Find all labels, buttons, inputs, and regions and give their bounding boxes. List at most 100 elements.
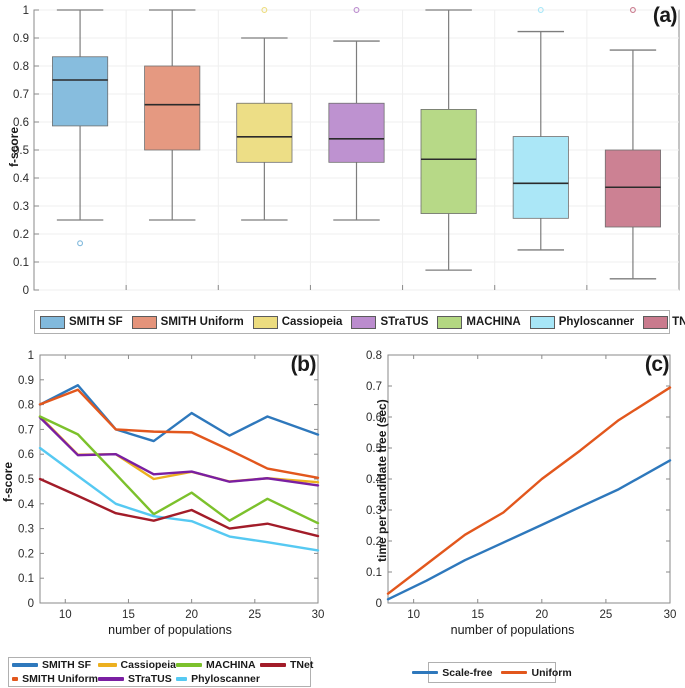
legend-item-smith-sf[interactable]: SMITH SF — [40, 315, 123, 329]
panel-a-ytick-label: 0.6 — [13, 117, 29, 129]
legend-item-label: SMITH SF — [42, 659, 91, 671]
legend-item-label: STraTUS — [380, 316, 429, 328]
outlier-marker — [629, 7, 636, 13]
panel-a-ytick-label: 0 — [23, 285, 29, 297]
boxplot-group — [512, 7, 569, 251]
legend-item-machina[interactable]: MACHINA — [176, 659, 260, 671]
series-line-stratus — [38, 416, 320, 487]
panel-a-ytick-label: 1 — [23, 5, 29, 17]
outlier-marker — [537, 7, 544, 13]
legend-swatch-icon — [351, 315, 377, 329]
legend-item-label: TNet — [672, 316, 685, 328]
panel-a-tag: (a) — [652, 4, 678, 27]
legend-swatch-icon — [529, 315, 555, 329]
legend-item-cassiopeia[interactable]: Cassiopeia — [98, 659, 176, 671]
panel-a-ylabel: f-score — [7, 127, 21, 168]
series-line-phyloscanner — [38, 446, 320, 552]
panel_b-ytick-label: 0.8 — [18, 400, 34, 412]
panel_b-ytick-label: 1 — [28, 350, 34, 362]
panel_b-xtick-label: 25 — [248, 609, 261, 621]
series-line-smith-uniform — [38, 388, 320, 479]
series-line-smith-sf — [38, 384, 320, 443]
legend-item-label: Phyloscanner — [191, 673, 260, 685]
panel_c-ytick-label: 0 — [376, 598, 382, 610]
panel_b-xtick-label: 15 — [122, 609, 135, 621]
panel_b-ytick-label: 0.4 — [18, 499, 35, 511]
panel_c-xtick-label: 20 — [535, 609, 548, 621]
legend-line-icon — [176, 677, 188, 681]
legend-item-label: SMITH Uniform — [160, 316, 244, 328]
panel_c-ytick-label: 0.2 — [366, 536, 382, 548]
legend-item-uniform[interactable]: Uniform — [501, 666, 572, 679]
legend-line-icon — [260, 663, 286, 667]
legend-item-label: SMITH SF — [69, 316, 123, 328]
panel-c-ylabel: time per candidate tree (sec) — [375, 399, 389, 562]
box-rect — [512, 136, 569, 219]
legend-item-label: SMITH Uniform — [22, 673, 98, 685]
panel_c-ytick-label: 0.5 — [366, 443, 382, 455]
legend-item-machina[interactable]: MACHINA — [437, 315, 521, 329]
legend-item-stratus[interactable]: STraTUS — [98, 673, 176, 685]
panel_b-ytick-label: 0.3 — [18, 524, 34, 536]
boxplot-group — [420, 9, 477, 271]
panel-a-legend: SMITH SF SMITH Uniform Cassiopeia STraTUS MA… — [34, 310, 685, 334]
legend-item-smith-uniform[interactable]: SMITH Uniform — [131, 315, 244, 329]
legend-line-icon — [501, 670, 528, 675]
box-rect — [328, 102, 385, 163]
panel-c-xlabel: number of populations — [450, 623, 575, 637]
legend-item-smith-sf[interactable]: SMITH SF — [12, 659, 98, 671]
panel-a-ytick-label: 0.9 — [13, 33, 29, 45]
legend-line-icon — [176, 663, 202, 667]
legend-line-icon — [98, 677, 124, 681]
box-rect — [604, 149, 661, 228]
panel-b-legend: SMITH SF SMITH Uniform Cassiopeia STraTUS MA… — [8, 657, 313, 687]
legend-item-scale-free[interactable]: Scale-free — [412, 667, 492, 679]
panel_c-ytick-label: 0.3 — [366, 505, 382, 517]
panel-a-ytick-label: 0.8 — [13, 61, 29, 73]
panel-a-legend-row: SMITH SF SMITH Uniform Cassiopeia STraTUS MA… — [35, 311, 685, 333]
panel_b-ytick-label: 0.9 — [18, 375, 34, 387]
panel-a-ytick-label: 0.7 — [13, 89, 29, 101]
panel_c-xtick-label: 30 — [664, 609, 677, 621]
legend-item-label: MACHINA — [466, 316, 521, 328]
legend-item-phyloscanner[interactable]: Phyloscanner — [176, 673, 260, 685]
legend-swatch-icon — [643, 315, 669, 329]
legend-item-label: Phyloscanner — [558, 316, 635, 328]
legend-item-label: TNet — [290, 659, 314, 671]
legend-item-tnet[interactable]: TNet — [643, 315, 685, 329]
panel-c: time per candidate tree (sec) number of … — [340, 345, 685, 645]
box-rect — [52, 56, 109, 127]
panel_c-xtick-label: 15 — [471, 609, 484, 621]
outlier-marker — [77, 240, 84, 247]
panel_b-xtick-label: 30 — [312, 609, 325, 621]
panel-a-ytick-label: 0.1 — [13, 257, 29, 269]
legend-item-cassiopeia[interactable]: Cassiopeia — [252, 315, 342, 329]
panel_b-ytick-label: 0.5 — [18, 474, 34, 486]
boxplot-group — [144, 9, 201, 221]
box-rect — [236, 102, 293, 163]
legend-line-icon — [12, 677, 19, 681]
legend-item-label: Cassiopeia — [120, 659, 176, 671]
legend-item-label: Uniform — [531, 666, 572, 679]
panel_c-ytick-label: 0.7 — [366, 381, 382, 393]
legend-item-phyloscanner[interactable]: Phyloscanner — [529, 315, 635, 329]
panel-b-plot: 0 0.1 0.2 0.3 0.4 0.5 0.6 0.7 0.8 0.9 1 10 15 20 25 30 — [18, 350, 325, 621]
panel_c-ytick-label: 0.6 — [366, 412, 382, 424]
box-rect — [420, 109, 477, 214]
panel-b: f-score number of populations (b) 0 0.1 0.… — [0, 345, 340, 645]
legend-line-icon — [412, 670, 439, 675]
panel_c-xtick-label: 25 — [600, 609, 613, 621]
legend-item-stratus[interactable]: STraTUS — [351, 315, 429, 329]
panel_c-ytick-label: 0.4 — [366, 474, 383, 486]
panel_b-ytick-label: 0.7 — [18, 424, 34, 436]
panel_c-ytick-label: 0.8 — [366, 350, 382, 362]
legend-item-smith-uniform[interactable]: SMITH Uniform — [12, 673, 98, 685]
legend-line-icon — [12, 663, 38, 667]
panel-a-ytick-label: 0.5 — [13, 145, 29, 157]
outlier-marker — [353, 7, 360, 13]
panel-c-tag: (c) — [644, 353, 670, 376]
series-line-uniform — [386, 386, 672, 595]
panel-b-ylabel: f-score — [1, 462, 15, 503]
legend-item-tnet[interactable]: TNet — [260, 659, 315, 671]
